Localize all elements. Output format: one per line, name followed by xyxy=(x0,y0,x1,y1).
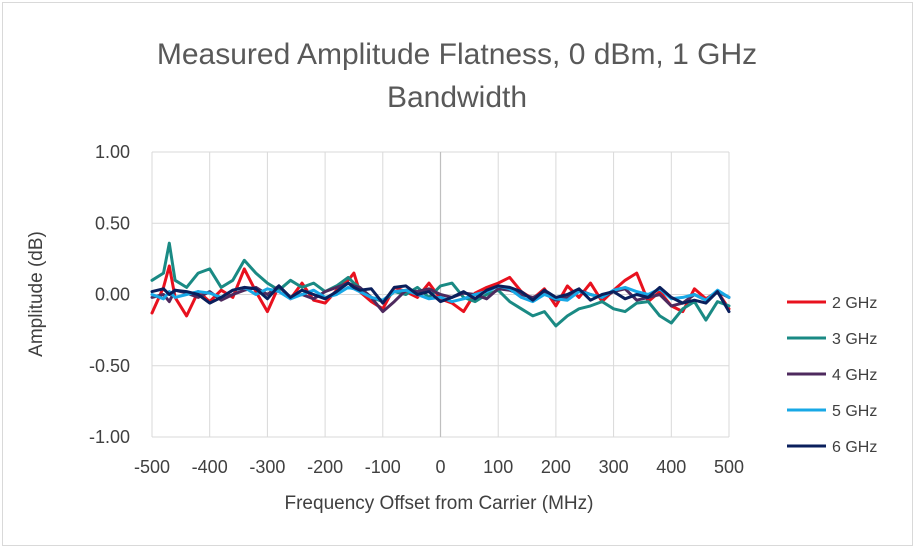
legend-label: 2 GHz xyxy=(832,295,877,312)
y-axis-title: Amplitude (dB) xyxy=(26,231,47,357)
y-tick-label: 0.00 xyxy=(95,285,130,305)
series-lines xyxy=(150,241,731,328)
x-tick-label: -500 xyxy=(134,457,170,477)
x-axis-title: Frequency Offset from Carrier (MHz) xyxy=(285,493,594,514)
x-tick-label: 200 xyxy=(541,457,571,477)
legend-label: 6 GHz xyxy=(832,439,877,456)
y-tick-label: -0.50 xyxy=(89,356,130,376)
x-tick-label: 400 xyxy=(656,457,686,477)
x-tick-label: -400 xyxy=(192,457,228,477)
x-tick-label: -300 xyxy=(249,457,285,477)
series-line-4-ghz xyxy=(150,281,731,314)
x-tick-label: 100 xyxy=(483,457,513,477)
legend: 2 GHz 3 GHz 4 GHz 5 GHz 6 GHz xyxy=(787,295,877,456)
x-tick-label: 500 xyxy=(714,457,744,477)
x-tick-label: 0 xyxy=(435,457,445,477)
y-tick-label: -1.00 xyxy=(89,427,130,447)
x-tick-label: -200 xyxy=(307,457,343,477)
legend-label: 3 GHz xyxy=(832,331,877,348)
y-tick-label: 1.00 xyxy=(95,142,130,162)
legend-label: 5 GHz xyxy=(832,403,877,420)
x-tick-label: -100 xyxy=(365,457,401,477)
chart-title-line-1: Measured Amplitude Flatness, 0 dBm, 1 GH… xyxy=(157,38,757,71)
x-tick-label: 300 xyxy=(599,457,629,477)
tick-labels: -500 -400 -300 -200 -100 0 100 200 300 400 500 1.00… xyxy=(89,142,744,477)
legend-label: 4 GHz xyxy=(832,367,877,384)
y-tick-label: 0.50 xyxy=(95,213,130,233)
grid xyxy=(151,151,730,438)
series-line-2-ghz xyxy=(150,264,731,318)
series-line-6-ghz xyxy=(150,281,731,314)
chart-title-line-2: Bandwidth xyxy=(387,81,527,114)
